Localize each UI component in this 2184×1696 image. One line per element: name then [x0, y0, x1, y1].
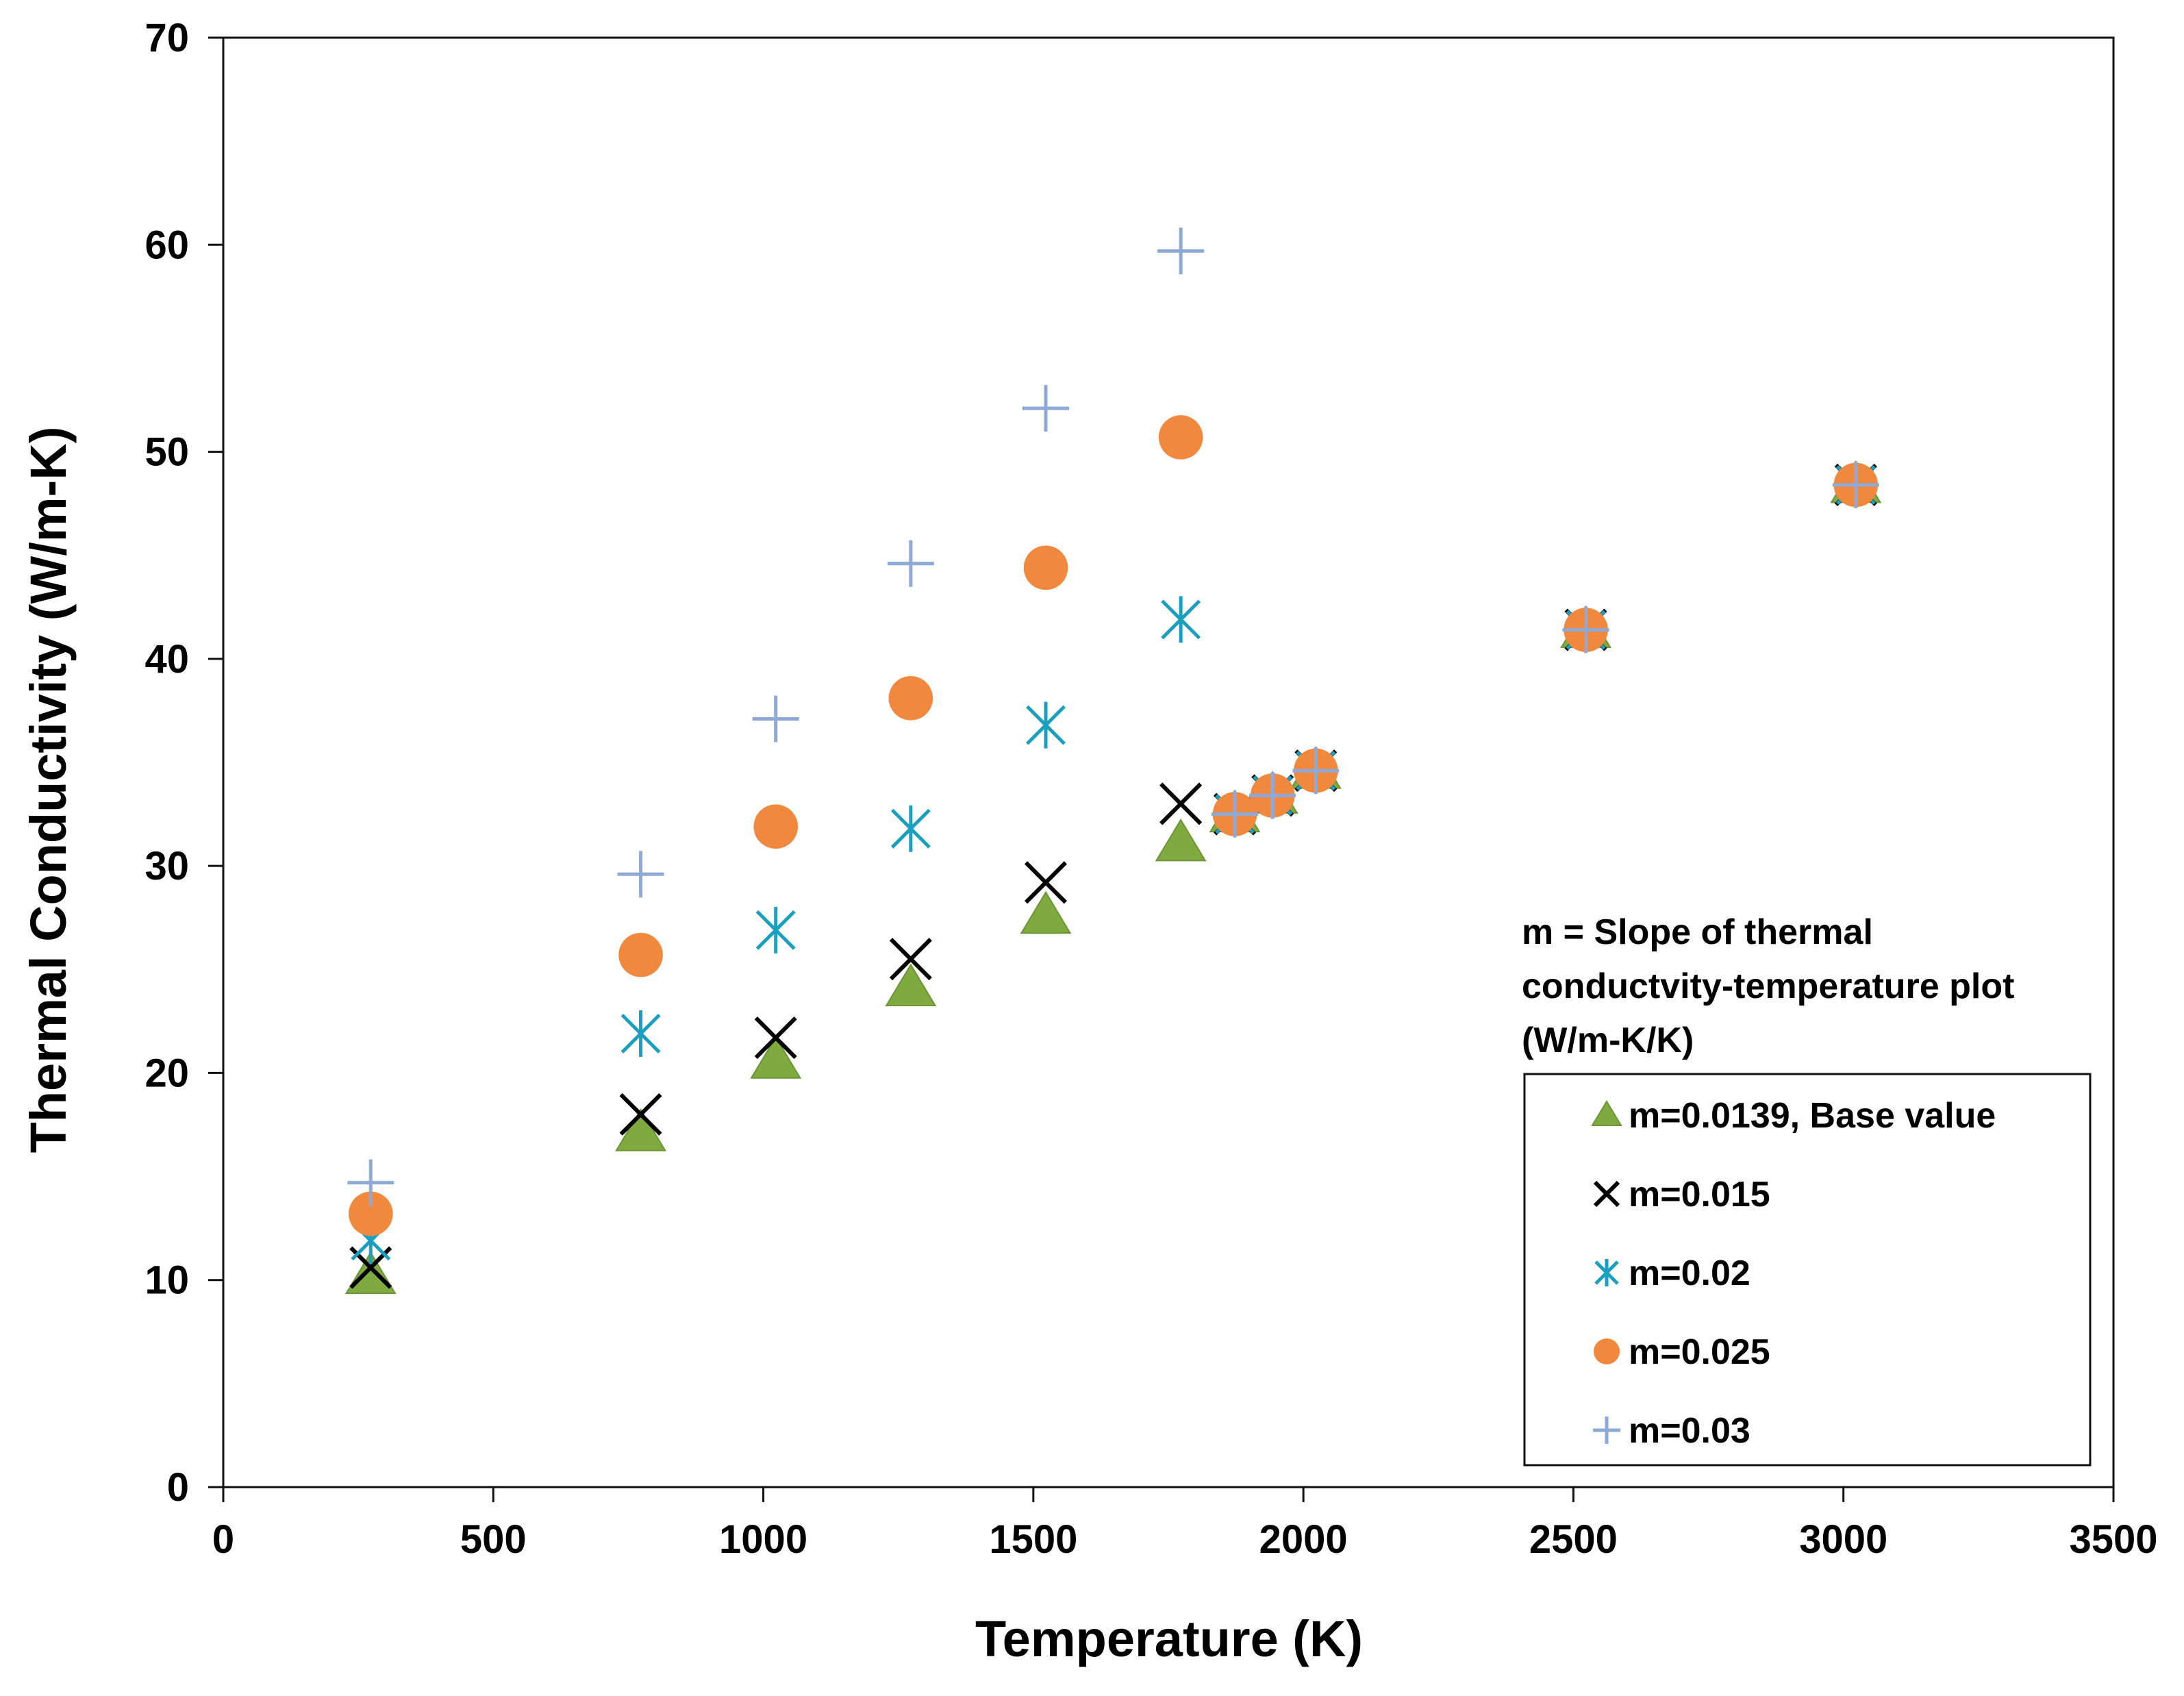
series-m-0-03: [347, 227, 1879, 1206]
data-point: [1249, 772, 1296, 819]
y-tick-label: 20: [145, 1051, 189, 1095]
y-tick-label: 40: [145, 637, 189, 682]
x-tick-label: 3500: [2069, 1517, 2157, 1562]
x-tick-label: 2500: [1529, 1517, 1618, 1562]
x-axis-title: Temperature (K): [975, 1610, 1363, 1667]
legend-item: m=0.02: [1594, 1254, 1750, 1293]
x-tick-label: 1500: [989, 1517, 1077, 1562]
data-point: [1161, 596, 1201, 643]
data-point: [619, 1093, 662, 1136]
y-tick-label: 70: [145, 16, 189, 60]
plot-area-frame: [222, 36, 2115, 1488]
data-point: [1024, 861, 1068, 904]
x-tick-label: 500: [460, 1517, 527, 1562]
legend-marker: [1591, 1100, 1622, 1126]
data-point: [1026, 701, 1066, 749]
data-point: [887, 540, 934, 587]
y-tick-label: 60: [145, 223, 189, 267]
data-point: [888, 675, 933, 721]
legend-marker: [1593, 1180, 1620, 1208]
legend-label: m=0.025: [1629, 1332, 1770, 1372]
data-point: [1155, 818, 1207, 862]
data-point: [1832, 461, 1879, 508]
data-point: [885, 963, 937, 1006]
legend-label: m=0.02: [1629, 1254, 1750, 1293]
legend-marker: [1594, 1338, 1620, 1364]
legend-label: m=0.015: [1629, 1175, 1770, 1214]
legend-label: m=0.0139, Base value: [1629, 1096, 1996, 1136]
data-point: [1020, 890, 1072, 934]
data-point: [344, 1251, 397, 1295]
legend-note-line-3: (W/m-K/K): [1522, 1021, 1694, 1060]
y-axis-title: Thermal Conductivity (W/m-K): [20, 427, 77, 1153]
data-point: [889, 938, 932, 981]
x-tick-label: 2000: [1259, 1517, 1348, 1562]
data-point: [754, 1017, 797, 1060]
legend-note-line-2: conductvity-temperature plot: [1522, 967, 2014, 1006]
data-point: [752, 695, 799, 743]
y-tick-label: 50: [145, 430, 189, 475]
data-point: [1292, 747, 1340, 795]
data-point: [348, 1191, 393, 1236]
legend-box: [1523, 1073, 2092, 1467]
y-tick-label: 10: [145, 1258, 189, 1303]
y-tick-label: 30: [145, 844, 189, 888]
data-point: [1562, 606, 1609, 653]
data-point: [1158, 415, 1203, 460]
data-point: [890, 805, 931, 852]
y-tick-label: 0: [167, 1465, 189, 1510]
data-point: [755, 906, 796, 953]
legend-marker: [1593, 1417, 1620, 1444]
legend-item: m=0.025: [1594, 1332, 1770, 1372]
x-tick-label: 1000: [719, 1517, 807, 1562]
data-point: [1159, 782, 1203, 825]
data-point: [750, 1036, 802, 1079]
data-point: [617, 851, 664, 898]
legend-label: m=0.03: [1629, 1411, 1750, 1451]
data-point: [753, 804, 799, 849]
data-point: [618, 932, 663, 977]
data-point: [1211, 790, 1258, 838]
legend-item: m=0.015: [1593, 1175, 1770, 1214]
data-point: [1022, 385, 1069, 432]
x-tick-label: 3000: [1799, 1517, 1887, 1562]
legend: m=0.0139, Base value m=0.015 m=0.02 m=0.025…: [1523, 1073, 2092, 1467]
axes-group: 0 500 1000 1500 2000 2500 3000 3500 0 10 20 30 40 50 6…: [145, 16, 2157, 1562]
x-tick-label: 0: [212, 1517, 234, 1562]
data-point: [347, 1159, 394, 1206]
data-point: [1023, 545, 1068, 590]
legend-item: m=0.03: [1593, 1411, 1750, 1451]
data-point: [1157, 227, 1205, 275]
data-points-group: [344, 227, 1882, 1295]
legend-note: m = Slope of thermal conductvity-tempera…: [1522, 912, 2014, 1060]
data-point: [615, 1108, 667, 1151]
legend-note-line-1: m = Slope of thermal: [1522, 912, 1873, 952]
legend-marker: [1594, 1259, 1619, 1286]
legend-item: m=0.0139, Base value: [1591, 1096, 1996, 1136]
data-point: [620, 1010, 661, 1057]
